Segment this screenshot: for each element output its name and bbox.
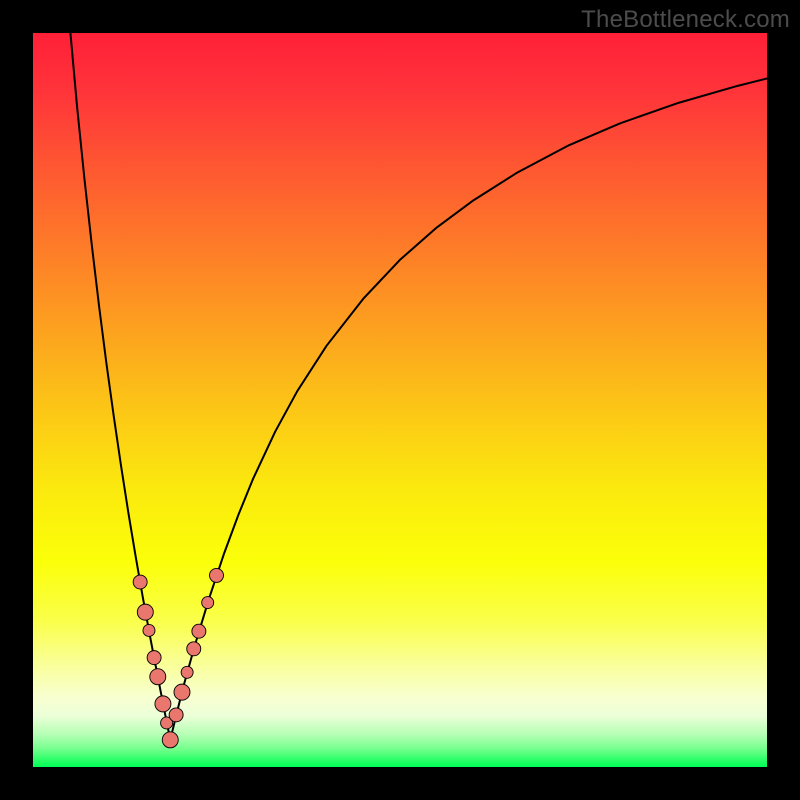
data-marker <box>174 684 190 700</box>
data-marker <box>150 669 166 685</box>
bottleneck-curve <box>70 33 767 740</box>
data-marker <box>143 624 155 636</box>
data-marker <box>210 568 224 582</box>
data-marker <box>187 642 201 656</box>
data-marker <box>147 651 161 665</box>
data-marker <box>133 575 147 589</box>
watermark-text: TheBottleneck.com <box>581 6 790 34</box>
data-marker <box>192 624 206 638</box>
data-marker <box>202 597 214 609</box>
data-marker <box>169 708 183 722</box>
chart-frame: TheBottleneck.com <box>0 0 800 800</box>
data-marker <box>137 604 153 620</box>
data-marker <box>162 732 178 748</box>
data-marker <box>155 696 171 712</box>
data-marker <box>181 666 193 678</box>
plot-area <box>33 33 767 767</box>
curve-layer <box>33 33 767 767</box>
